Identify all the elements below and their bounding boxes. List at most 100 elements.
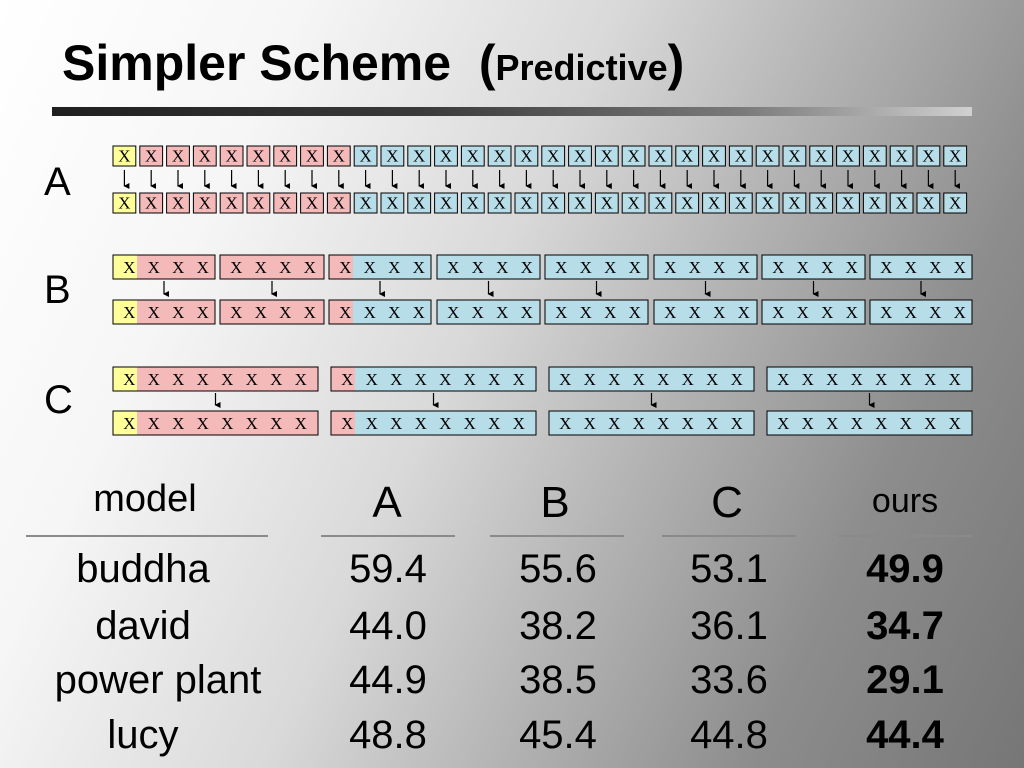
scheme-c-cell-text: X (464, 414, 476, 433)
scheme-c-cell-text: X (900, 414, 912, 433)
scheme-c-cell-text: X (246, 370, 258, 389)
scheme-c-cell-text: X (123, 370, 135, 389)
scheme-c-cell-text: X (415, 414, 427, 433)
row-david-model: david (95, 604, 191, 648)
scheme-a-cell (916, 145, 941, 167)
scheme-c-cell-text: X (731, 414, 743, 433)
scheme-b-segment-fill (137, 255, 215, 279)
scheme-b-cell-text: X (846, 303, 858, 322)
scheme-b-cell-text: X (629, 303, 641, 322)
scheme-a-cell-text: X (735, 147, 747, 166)
scheme-a-cell-text: X (520, 147, 532, 166)
scheme-c-cell-text: X (657, 370, 669, 389)
scheme-c-cell-text: X (924, 370, 936, 389)
scheme-b-cell-text: X (255, 303, 267, 322)
scheme-a-cell-text: X (252, 194, 264, 213)
scheme-b-cell-text: X (413, 303, 425, 322)
scheme-a-cell-text: X (895, 194, 907, 213)
scheme-c-cell-text: X (295, 370, 307, 389)
scheme-b-cell-text: X (364, 303, 376, 322)
scheme-b-segment-fill (113, 300, 137, 324)
scheme-b-cell-text: X (580, 258, 592, 277)
prediction-diagram: X X X X X X X X X X X X X X X X X X X X X X X X X X X X X X X X X X X X X X X X… (112, 145, 973, 436)
scheme-a-cell (192, 192, 217, 214)
scheme-c-cell-text: X (875, 370, 887, 389)
scheme-b-segment (761, 254, 866, 280)
scheme-b-cell-text: X (496, 303, 508, 322)
header-ours: ours (871, 482, 939, 520)
scheme-a-cell-text: X (601, 194, 613, 213)
scheme-c-cell-text: X (633, 370, 645, 389)
scheme-b-cell-text: X (230, 303, 242, 322)
scheme-b-cell-text: X (197, 258, 209, 277)
scheme-c-segment (330, 410, 537, 436)
scheme-a-cell-text: X (359, 194, 371, 213)
scheme-c-cell-text: X (172, 370, 184, 389)
scheme-c-cell-text: X (415, 370, 427, 389)
scheme-b-cell-text: X (172, 303, 184, 322)
scheme-c-cell-text: X (777, 370, 789, 389)
scheme-c-cell-text: X (731, 370, 743, 389)
scheme-b-segment-fill (545, 300, 648, 324)
scheme-b-cell-text: X (496, 258, 508, 277)
scheme-b-cell-text: X (797, 258, 809, 277)
scheme-b-cell-text: X (388, 258, 400, 277)
scheme-a-cell-text: X (520, 194, 532, 213)
scheme-b-cell-text: X (364, 258, 376, 277)
scheme-a-cell-text: X (252, 147, 264, 166)
scheme-a-cell (889, 192, 914, 214)
scheme-a-cell (219, 145, 244, 167)
row-lucy-a: 48.8 (349, 713, 427, 757)
scheme-label-a: A (44, 160, 71, 204)
scheme-a-cell-text: X (333, 194, 345, 213)
scheme-c-cell-text: X (682, 370, 694, 389)
scheme-a-cell-text: X (869, 194, 881, 213)
row-power-plant-a: 44.9 (349, 658, 427, 702)
scheme-c-cell-text: X (826, 414, 838, 433)
row-lucy-c: 44.8 (690, 713, 768, 757)
scheme-b-segment-fill (329, 255, 353, 279)
header-rule-model (26, 535, 268, 537)
scheme-a-cell (487, 192, 512, 214)
scheme-a-cell-text: X (815, 194, 827, 213)
scheme-a-cell (380, 192, 405, 214)
scheme-a-cell (943, 192, 968, 214)
row-lucy-b: 45.4 (519, 713, 597, 757)
scheme-c-segment (112, 410, 319, 436)
scheme-a-cell-text: X (654, 194, 666, 213)
scheme-a-cell (219, 192, 244, 214)
scheme-a-cell (809, 192, 834, 214)
scheme-b-cell-text: X (797, 303, 809, 322)
scheme-c-segment-fill (767, 411, 972, 435)
scheme-b-cell-text: X (521, 258, 533, 277)
scheme-c-cell-text: X (366, 370, 378, 389)
scheme-b-cell-text: X (629, 258, 641, 277)
scheme-b-segment (869, 254, 973, 280)
scheme-a-cell-text: X (359, 147, 371, 166)
scheme-b-segment (436, 254, 541, 280)
scheme-label-c: C (44, 378, 73, 422)
scheme-b-cell-text: X (172, 258, 184, 277)
scheme-a-cell-text: X (627, 147, 639, 166)
slide-title: Simpler Scheme (Predictive) (62, 34, 684, 92)
scheme-a-cell-text: X (601, 147, 613, 166)
scheme-a-diagram: X X X X X X X X X X X X X X X X X X X X X X X X X X X X X X X XX X X X X X X X… (112, 145, 968, 214)
scheme-a-cell (648, 145, 673, 167)
scheme-b-cell-text: X (339, 258, 351, 277)
scheme-c-segment-fill (331, 367, 355, 391)
scheme-a-cell (300, 192, 324, 214)
scheme-b-cell-text: X (148, 258, 160, 277)
scheme-a-cell-text: X (440, 147, 452, 166)
scheme-a-cell (809, 145, 834, 167)
title-sub: Predictive (495, 47, 668, 88)
scheme-c-segment (330, 366, 537, 392)
scheme-a-cell (568, 192, 592, 214)
scheme-c-cell-text: X (513, 370, 525, 389)
scheme-b-cell-text: X (521, 303, 533, 322)
header-rule-b (490, 535, 624, 537)
scheme-a-cell-text: X (333, 147, 345, 166)
scheme-a-cell (648, 192, 673, 214)
scheme-a-cell-text: X (949, 194, 961, 213)
scheme-a-cell (594, 145, 619, 167)
